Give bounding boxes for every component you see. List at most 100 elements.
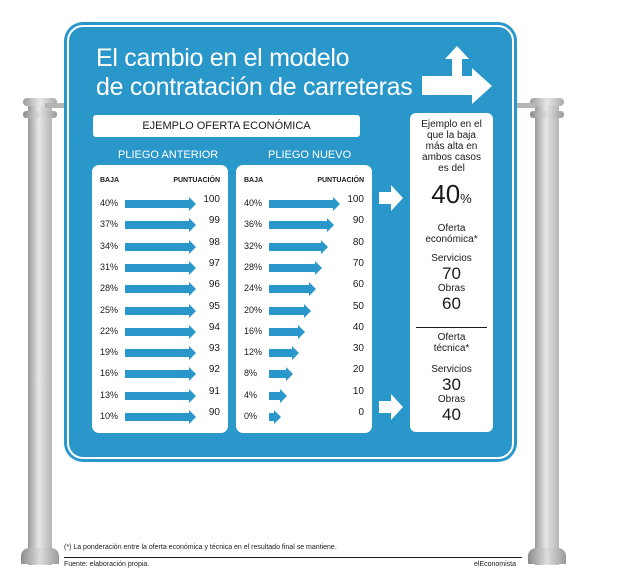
title-line-1: El cambio en el modelo [96,44,350,72]
right-arrow-icon [379,394,403,420]
score-row: 10% 90 [92,405,228,427]
baja-value: 10% [100,411,119,421]
score-arrow-icon [125,324,196,339]
tecnica-servicios-value: 30 [442,375,461,394]
score-arrow-icon [125,239,196,254]
baja-value: 34% [100,240,119,251]
score-arrow-icon [269,282,316,297]
right-crossbar [510,103,536,108]
tecnica-obras-value: 40 [442,405,461,424]
puntuacion-value: 80 [352,236,364,248]
right-post [535,103,559,565]
baja-value: 8% [244,368,258,379]
score-row: 40% 100 [92,192,228,214]
score-arrow-icon [269,197,340,211]
intro-line: ambos casos [422,152,481,163]
baja-value: 32% [244,240,263,251]
economica-obras-value: 60 [442,294,461,313]
divider [416,327,487,328]
score-arrow-icon [125,410,196,424]
score-arrow-icon [125,260,196,275]
score-row: 25% 95 [92,299,228,321]
score-row: 28% 70 [236,256,372,278]
score-row: 16% 92 [92,362,228,384]
puntuacion-value: 0 [358,407,364,418]
score-arrow-icon [125,282,196,297]
left-post-cap [23,98,57,106]
score-row: 37% 99 [92,213,228,235]
tecnica-label: Oferta [437,332,466,343]
score-arrow-icon [269,388,287,403]
score-row: 4% 10 [236,384,372,406]
puntuacion-value: 90 [208,407,220,418]
puntuacion-value: 10 [352,385,364,397]
puntuacion-value: 99 [208,215,220,227]
baja-value: 25% [100,304,119,315]
puntuacion-value: 92 [208,364,220,376]
direction-arrow-icon [422,46,492,104]
score-row: 22% 94 [92,320,228,342]
baja-value: 13% [100,389,119,400]
pliego-anterior-panel: BAJA PUNTUACIÓN 40% 100 37% 99 34% 98 31% 97 28%… [92,165,228,433]
score-arrow-icon [269,260,322,275]
score-row: 8% 20 [236,362,372,384]
score-row: 20% 50 [236,299,372,321]
puntuacion-value: 100 [203,194,220,205]
score-row: 24% 60 [236,277,372,299]
pliego-nuevo-panel: BAJA PUNTUACIÓN 40% 100 36% 90 32% 80 28% 70 24%… [236,165,372,433]
puntuacion-value: 60 [352,279,364,291]
footer-rule [64,557,522,558]
score-arrow-icon [125,218,196,233]
economica-servicios-value: 70 [442,264,461,283]
sign-title: El cambio en el modelo de contratación d… [96,44,413,102]
left-post-ring [23,111,57,118]
right-post-foot [528,548,566,564]
score-arrow-icon [269,239,328,254]
example-intro: Ejemplo en el que la baja más alta en am… [410,113,493,174]
score-arrow-icon [269,410,281,424]
baja-value: 24% [244,283,263,294]
puntuacion-value: 91 [208,385,220,397]
baja-value: 16% [100,368,119,379]
puntuacion-value: 94 [208,321,220,333]
source-note: Fuente: elaboración propia. [64,561,150,568]
right-arrow-icon [379,185,403,211]
economica-block: Oferta económica* Servicios 70 Obras 60 [410,223,493,313]
score-arrow-icon [269,303,311,318]
score-arrow-icon [269,346,299,361]
score-row: 28% 96 [92,277,228,299]
economica-obras-label: Obras [437,283,466,294]
score-row: 36% 90 [236,213,372,235]
puntuacion-column-header: PUNTUACIÓN [173,177,220,184]
score-row: 0% 0 [236,405,372,427]
baja-column-header: BAJA [100,177,120,184]
score-row: 40% 100 [236,192,372,214]
pliego-anterior-heading: PLIEGO ANTERIOR [118,149,219,161]
score-arrow-icon [269,218,334,233]
left-post-foot [21,548,59,564]
tecnica-servicios-label: Servicios [431,364,472,375]
tecnica-obras-label: Obras [437,394,466,405]
baja-value: 22% [100,325,119,336]
baja-value: 28% [100,283,119,294]
footnote: (*) La ponderación entre la oferta econó… [64,544,337,551]
baja-value: 0% [244,411,258,421]
baja-value: 20% [244,304,263,315]
puntuacion-value: 50 [352,300,364,312]
puntuacion-column-header: PUNTUACIÓN [317,177,364,184]
puntuacion-value: 40 [352,321,364,333]
score-row: 16% 40 [236,320,372,342]
baja-value: 28% [244,261,263,272]
tecnica-block: Oferta técnica* Servicios 30 Obras 40 [410,332,493,424]
intro-line: que la baja [427,130,476,141]
right-post-cap [530,98,564,106]
intro-line: Ejemplo en el [421,119,482,130]
puntuacion-value: 96 [208,279,220,291]
example-info-box: Ejemplo en el que la baja más alta en am… [410,113,493,432]
baja-value: 16% [244,325,263,336]
intro-line: más alta en [425,141,478,152]
puntuacion-value: 70 [352,257,364,269]
baja-value: 4% [244,389,258,400]
example-banner: EJEMPLO OFERTA ECONÓMICA [93,115,360,137]
score-arrow-icon [125,197,196,211]
